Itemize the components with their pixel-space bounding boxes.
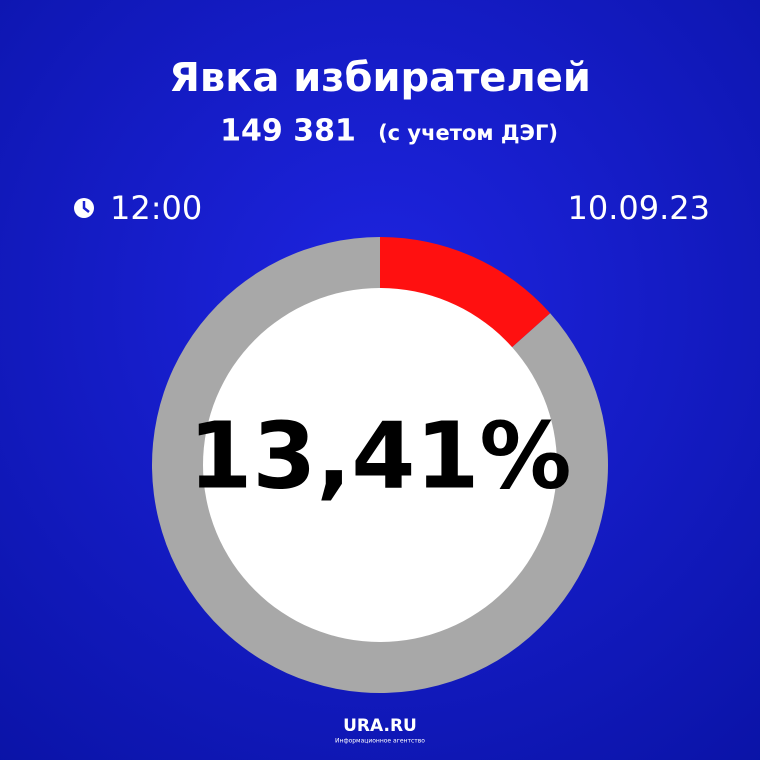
subtitle-note: (с учетом ДЭГ) bbox=[378, 121, 558, 145]
time: 12:00 bbox=[110, 189, 202, 227]
date: 10.09.23 bbox=[568, 189, 711, 227]
clock-icon bbox=[74, 198, 94, 218]
source: URA.RU bbox=[343, 716, 417, 736]
subtitle: 149 381 bbox=[220, 114, 356, 149]
chart-title: Явка избирателей bbox=[169, 55, 591, 101]
center-label: 13,41% bbox=[188, 402, 571, 509]
donut-hole bbox=[203, 288, 557, 642]
source-note: Информационное агентство bbox=[335, 738, 425, 745]
donut-segment bbox=[380, 237, 551, 348]
